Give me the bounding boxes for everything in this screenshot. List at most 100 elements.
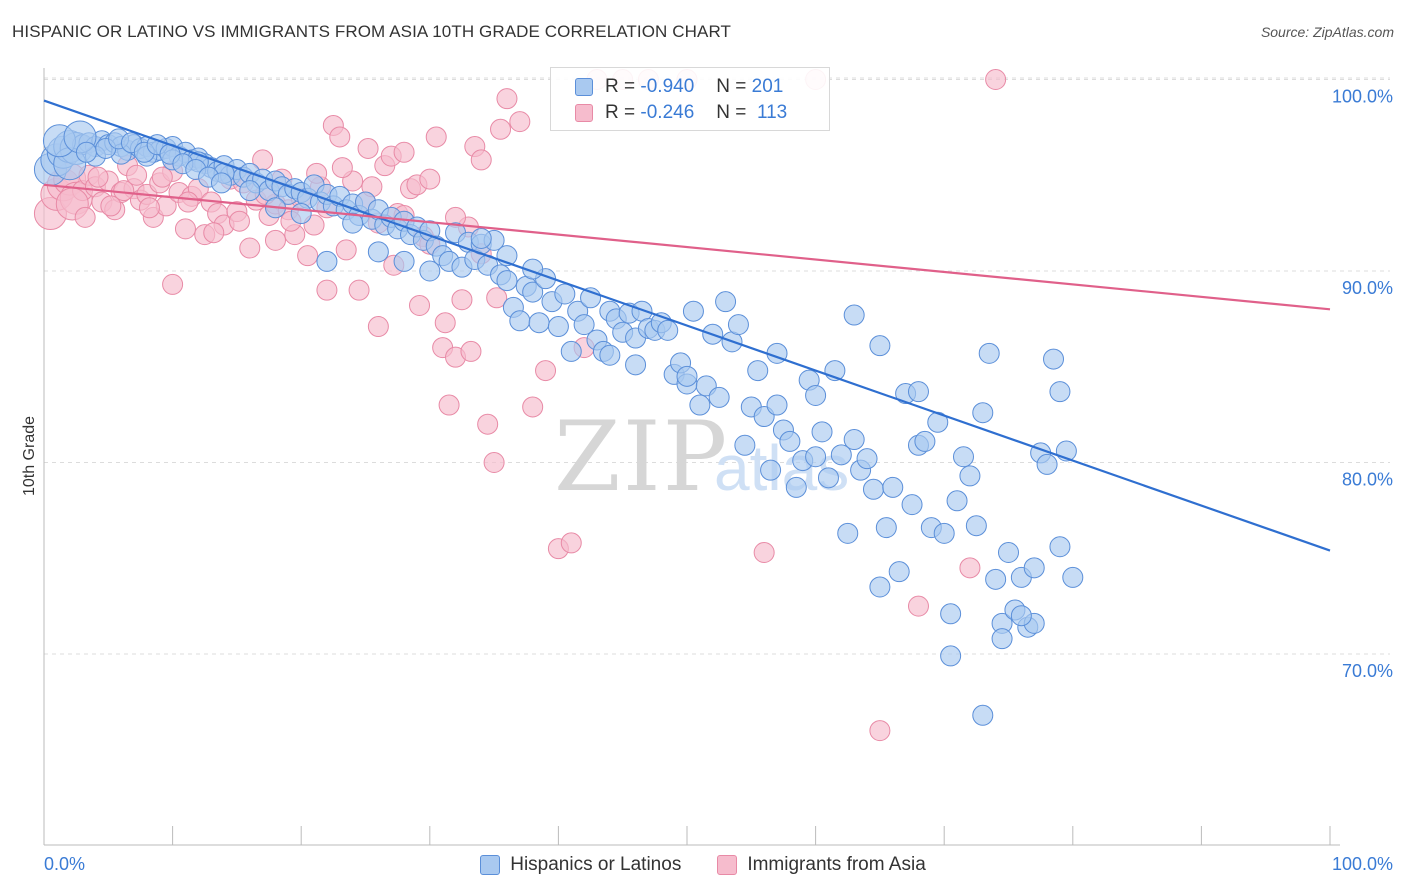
hispanics-legend-label: Hispanics or Latinos (510, 854, 682, 875)
r-value: -0.940 (640, 76, 695, 97)
hispanic-point (959, 465, 981, 487)
hispanic-point (766, 394, 788, 416)
asia-point (907, 595, 929, 617)
hispanic-point (419, 260, 441, 282)
hispanic-point (727, 314, 749, 336)
asia-swatch (575, 104, 593, 122)
x-tick-label-end: 100.0% (1332, 854, 1393, 874)
hispanic-point (625, 354, 647, 376)
hispanic-point (676, 365, 698, 387)
hispanic-point (843, 304, 865, 326)
hispanic-point (933, 522, 955, 544)
asia-point (297, 245, 319, 267)
hispanic-point (972, 402, 994, 424)
stats-legend: R = -0.940 N = 201 R = -0.246 N = 113 (550, 67, 830, 131)
legend-item-hispanics[interactable]: Hispanics or Latinos (480, 854, 681, 876)
asia-point (126, 164, 148, 186)
asia-point (490, 118, 512, 140)
hispanic-point (907, 381, 929, 403)
asia-point (419, 168, 441, 190)
hispanic-point (940, 645, 962, 667)
hispanic-point (1062, 566, 1084, 588)
hispanic-point (393, 250, 415, 272)
asia-point (460, 340, 482, 362)
hispanic-point (901, 494, 923, 516)
hispanic-point (985, 568, 1007, 590)
hispanic-point (1043, 348, 1065, 370)
asia-legend-swatch (717, 855, 738, 875)
hispanic-point (869, 576, 891, 598)
hispanic-point (1049, 536, 1071, 558)
hispanic-point (1010, 605, 1032, 627)
hispanic-point (708, 386, 730, 408)
bottom-legend: Hispanics or Latinos Immigrants from Asi… (0, 852, 1406, 878)
hispanic-point (830, 444, 852, 466)
asia-point (425, 126, 447, 148)
hispanic-point (882, 476, 904, 498)
asia-point (753, 542, 775, 564)
hispanic-point (869, 335, 891, 357)
hispanic-point (547, 316, 569, 338)
legend-item-asia[interactable]: Immigrants from Asia (717, 854, 926, 876)
asia-point (177, 191, 199, 213)
hispanic-point (817, 467, 839, 489)
asia-point (348, 279, 370, 301)
hispanic-point (965, 515, 987, 537)
hispanic-point (811, 421, 833, 443)
hispanic-point (837, 522, 859, 544)
hispanic-point (1036, 453, 1058, 475)
asia-point (409, 294, 431, 316)
y-tick-label: 100.0% (1332, 87, 1393, 107)
hispanic-point (805, 446, 827, 468)
x-tick-label-start: 0.0% (44, 854, 85, 874)
hispanic-point (367, 241, 389, 263)
asia-point (316, 279, 338, 301)
hispanic-point (734, 434, 756, 456)
hispanic-point (760, 459, 782, 481)
hispanic-point (528, 312, 550, 334)
y-tick-label: 70.0% (1342, 661, 1393, 681)
hispanic-point (554, 283, 576, 305)
asia-point (174, 218, 196, 240)
asia-point (228, 210, 250, 232)
hispanics-points (33, 120, 1084, 726)
asia-point (138, 197, 160, 219)
hispanic-point (888, 561, 910, 583)
r-label: R = (605, 76, 636, 97)
asia-point (560, 532, 582, 554)
hispanic-point (940, 603, 962, 625)
hispanic-point (470, 227, 492, 249)
hispanic-point (952, 446, 974, 468)
hispanic-point (843, 429, 865, 451)
hispanic-point (599, 344, 621, 366)
asia-point (264, 229, 286, 251)
hispanic-point (496, 270, 518, 292)
hispanic-point (522, 281, 544, 303)
axis-labels: 70.0% 80.0% 90.0% 100.0% 0.0% 100.0% 10th Grad… (21, 87, 1393, 875)
asia-point (434, 312, 456, 334)
hispanic-point (682, 300, 704, 322)
hispanic-point (1049, 381, 1071, 403)
chart-title: HISPANIC OR LATINO VS IMMIGRANTS FROM AS… (12, 22, 731, 41)
r-value: -0.246 (640, 102, 695, 123)
n-value: 201 (751, 76, 784, 97)
asia-point (869, 720, 891, 742)
hispanic-swatch (575, 78, 593, 96)
hispanic-point (875, 517, 897, 539)
hispanics-legend-swatch (480, 855, 501, 875)
asia-point (87, 166, 109, 188)
hispanic-point (689, 394, 711, 416)
y-axis-label: 10th Grade (21, 416, 38, 496)
asia-point (438, 394, 460, 416)
hispanic-point (972, 704, 994, 726)
hispanic-point (342, 212, 364, 234)
asia-point (522, 396, 544, 418)
trend-lines (43, 99, 1331, 552)
watermark-zip: ZIP (554, 401, 729, 513)
hispanic-point (914, 430, 936, 452)
hispanic-point (239, 180, 261, 202)
hispanic-point (316, 250, 338, 272)
hispanic-point (779, 430, 801, 452)
hispanic-point (509, 310, 531, 332)
